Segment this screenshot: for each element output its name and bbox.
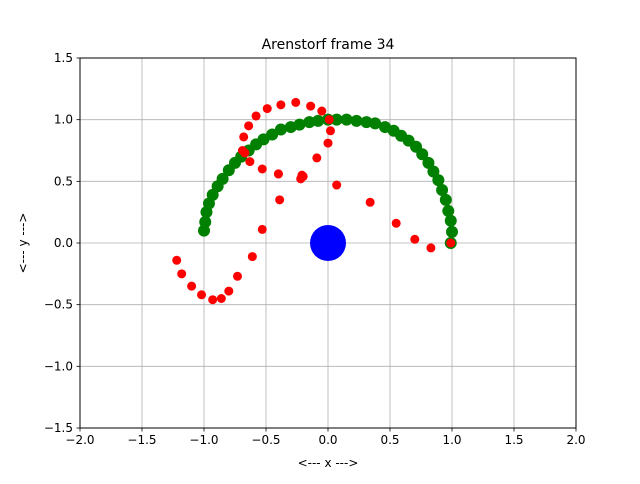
y-tick-label: −1.5: [44, 421, 73, 435]
data-point: [251, 111, 261, 121]
data-point: [317, 106, 327, 116]
data-point: [306, 101, 316, 111]
data-point: [325, 126, 335, 136]
y-tick-label: −0.5: [44, 298, 73, 312]
data-point: [257, 164, 267, 174]
y-tick-label: 1.5: [54, 51, 73, 65]
data-point: [216, 294, 226, 303]
data-point: [324, 115, 334, 125]
data-point: [446, 225, 458, 238]
data-point: [312, 153, 322, 163]
x-tick-label: 1.5: [504, 433, 523, 447]
data-point: [332, 180, 342, 190]
data-point: [297, 170, 307, 180]
x-tick-label: 2.0: [566, 433, 585, 447]
data-point: [276, 100, 286, 110]
data-point: [240, 148, 250, 158]
data-point: [239, 132, 249, 142]
data-point: [426, 243, 436, 253]
data-point: [323, 138, 333, 148]
data-point: [340, 113, 353, 126]
data-point: [284, 121, 297, 134]
data-point: [177, 269, 187, 279]
data-point: [208, 295, 218, 305]
data-point: [275, 195, 285, 205]
data-point: [310, 225, 346, 261]
data-point: [262, 104, 272, 114]
data-point: [274, 123, 287, 136]
data-point: [379, 121, 392, 134]
x-tick-label: 0.5: [380, 433, 399, 447]
data-point: [442, 204, 455, 217]
data-point: [257, 224, 267, 234]
x-axis-label: <--- x --->: [298, 456, 359, 470]
data-point: [200, 206, 213, 219]
data-point: [422, 156, 435, 169]
data-point: [222, 164, 235, 177]
markers: [172, 97, 458, 305]
chart-title: Arenstorf frame 34: [262, 37, 395, 53]
data-point: [244, 121, 254, 131]
y-axis-label: <--- y --->: [16, 213, 30, 274]
x-tick-label: 0.0: [318, 433, 337, 447]
data-point: [410, 234, 420, 244]
data-point: [273, 169, 283, 179]
data-point: [446, 238, 456, 248]
data-point: [197, 290, 207, 300]
data-point: [232, 271, 242, 281]
data-point: [198, 224, 210, 237]
data-point: [303, 116, 316, 129]
data-point: [291, 97, 301, 107]
data-point: [350, 114, 363, 127]
y-tick-label: −1.0: [44, 359, 73, 373]
y-tick-label: 0.5: [54, 174, 73, 188]
data-point: [360, 116, 373, 129]
x-tick-label: 1.0: [442, 433, 461, 447]
ticks: −2.0 −1.5 −1.0 −0.5 0.0 0.5 1.0 1.5 2.0−1.5−1.0−…: [44, 51, 586, 447]
x-tick-label: −0.5: [251, 433, 280, 447]
x-tick-label: −1.0: [189, 433, 218, 447]
x-tick-label: −2.0: [65, 433, 94, 447]
data-point: [439, 193, 452, 206]
x-tick-label: −1.5: [127, 433, 156, 447]
data-point: [187, 281, 197, 291]
data-point: [391, 218, 401, 228]
data-point: [444, 214, 457, 227]
data-point: [330, 113, 343, 126]
data-point: [436, 183, 449, 196]
data-point: [172, 255, 182, 265]
data-point: [245, 157, 255, 167]
data-point: [224, 286, 234, 296]
data-point: [365, 197, 375, 207]
y-tick-label: 0.0: [54, 236, 73, 250]
y-tick-label: 1.0: [54, 113, 73, 127]
data-point: [266, 128, 279, 141]
data-point: [247, 252, 257, 262]
